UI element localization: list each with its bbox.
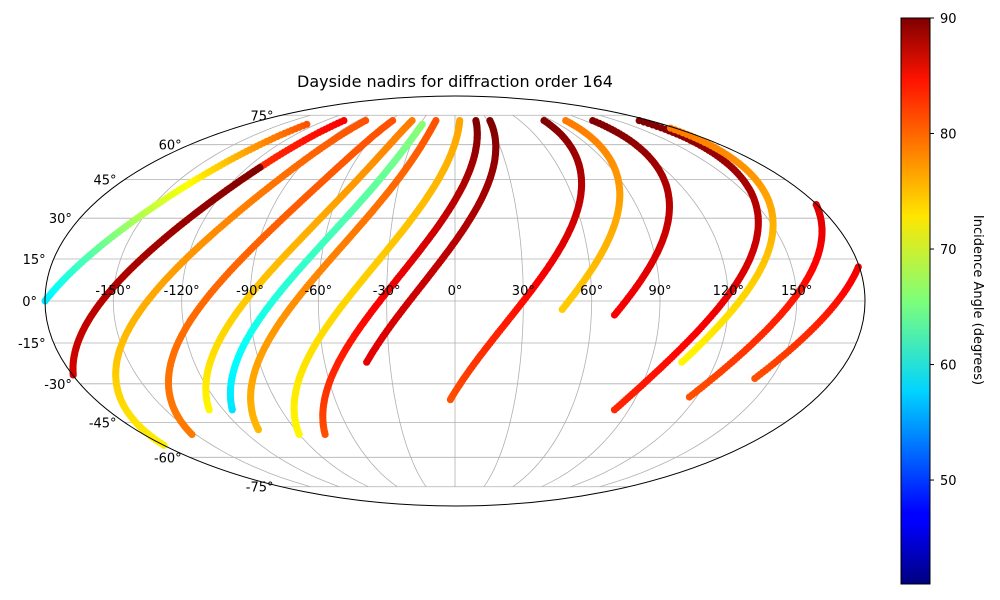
latitude-tick-labels: 75° 60° 45° 30° 15° 0° -15° -30° -45° -6… (18, 109, 274, 495)
lon-tick-label: -120° (164, 284, 200, 299)
scatter-point (589, 117, 597, 125)
lat-tick-label: -60° (154, 451, 182, 466)
longitude-grid-line (112, 114, 311, 488)
lon-tick-label: 120° (713, 284, 744, 299)
lat-tick-label: 0° (22, 295, 37, 310)
lat-tick-label: 15° (23, 253, 46, 268)
longitude-tick-labels: -150° -120° -90° -60° -30° 0° 30° 60° 90… (95, 284, 812, 299)
lat-tick-label: -45° (89, 416, 117, 431)
colorbar-tick-label: 90 (940, 12, 957, 27)
longitude-grid-line (317, 114, 398, 488)
scatter-point (340, 117, 348, 125)
map-boundary (44, 95, 866, 507)
lon-tick-label: 30° (512, 284, 535, 299)
colorbar-tick-label: 50 (940, 474, 957, 489)
longitude-grid-line (512, 114, 593, 488)
scatter-point (256, 163, 264, 172)
lat-tick-label: -75° (246, 481, 274, 496)
scatter-point (562, 117, 570, 125)
colorbar-tick-label: 70 (940, 243, 957, 258)
colorbar-label: Incidence Angle (degrees) (970, 215, 985, 385)
scatter-point (418, 120, 426, 128)
colorbar-ticks: 50 60 70 80 90 (930, 12, 957, 489)
lat-tick-label: 45° (94, 174, 117, 189)
colorbar (900, 17, 931, 585)
lat-tick-label: -30° (44, 378, 72, 393)
scatter-point (486, 117, 494, 125)
lon-tick-label: -60° (304, 284, 332, 299)
lon-tick-label: 150° (781, 284, 812, 299)
scatter-point (389, 117, 397, 125)
scatter-point (362, 117, 370, 125)
scatter-point (635, 117, 643, 125)
lon-tick-label: 0° (448, 284, 463, 299)
colorbar-tick-label: 60 (940, 359, 957, 374)
lat-tick-label: 60° (159, 139, 182, 154)
colorbar-tick-label: 80 (940, 128, 957, 143)
lat-tick-label: -15° (18, 337, 46, 352)
lon-tick-label: 90° (648, 284, 671, 299)
scatter-point (540, 117, 548, 125)
scatter-points (41, 117, 862, 449)
lon-tick-label: 60° (580, 284, 603, 299)
scatter-point (472, 117, 480, 125)
lon-tick-label: -150° (95, 284, 131, 299)
scatter-point (303, 120, 311, 128)
lon-tick-label: -30° (373, 284, 401, 299)
longitude-grid-line (599, 114, 798, 488)
lat-tick-label: 30° (49, 212, 72, 227)
lat-tick-label: 75° (250, 109, 273, 124)
longitude-grid-line (181, 114, 340, 488)
scatter-point (456, 117, 464, 125)
lon-tick-label: -90° (236, 284, 264, 299)
scatter-point (432, 117, 440, 125)
scatter-point (408, 117, 416, 125)
chart-title: Dayside nadirs for diffraction order 164 (297, 72, 613, 91)
